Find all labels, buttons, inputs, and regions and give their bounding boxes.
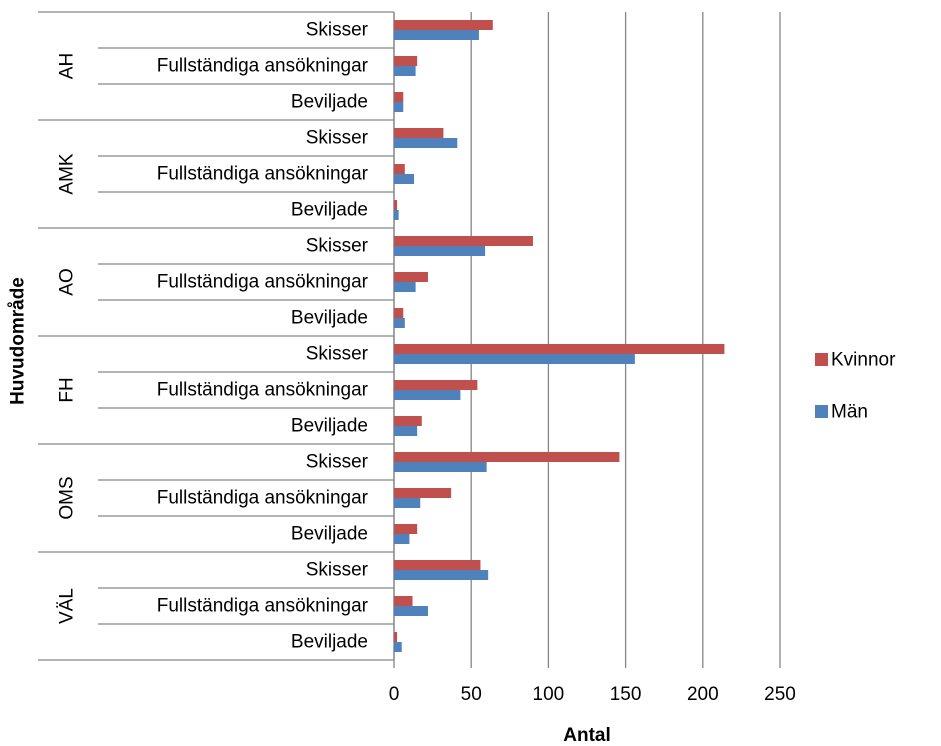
bar-kvinnor	[394, 416, 422, 426]
subcategory-label: Skisser	[306, 128, 369, 149]
bar-kvinnor	[394, 380, 478, 390]
group-label: FH	[57, 377, 78, 402]
bar-kvinnor	[394, 488, 452, 498]
subcategory-label: Fullständiga ansökningar	[157, 56, 369, 77]
bar-kvinnor	[394, 452, 620, 462]
subcategory-label: Fullständiga ansökningar	[157, 164, 369, 185]
category-axis: AH Skisser Fullständiga ansökningar Bevilja…	[38, 11, 395, 661]
bar-kvinnor	[394, 596, 413, 606]
bar-kvinnor	[394, 164, 405, 174]
subcategory-label: Beviljade	[291, 632, 368, 653]
x-axis-title: Antal	[563, 725, 611, 746]
bar-kvinnor	[394, 92, 404, 102]
bar-kvinnor	[394, 56, 418, 66]
subcategory-label: Skisser	[306, 344, 369, 365]
legend-label: Män	[831, 402, 868, 423]
bar-man	[394, 30, 479, 40]
subcategory-label: Fullständiga ansökningar	[157, 596, 369, 617]
x-tick-labels: 0 50 100 150 200 250	[389, 684, 796, 705]
legend-swatch	[815, 405, 828, 418]
x-tick-label: 250	[764, 684, 796, 705]
bar-man	[394, 354, 635, 364]
bar-kvinnor	[394, 308, 404, 318]
bar-kvinnor	[394, 632, 398, 642]
subcategory-label: Skisser	[306, 236, 369, 257]
bar-man	[394, 534, 410, 544]
group-label: AH	[57, 53, 78, 79]
bar-kvinnor	[394, 560, 481, 570]
subcategory-label: Beviljade	[291, 524, 368, 545]
bar-man	[394, 246, 486, 256]
subcategory-label: Beviljade	[291, 308, 368, 329]
bar-kvinnor	[394, 128, 444, 138]
bar-kvinnor	[394, 20, 493, 30]
bar-man	[394, 318, 405, 328]
x-tick-label: 150	[610, 684, 642, 705]
subcategory-label: Fullständiga ansökningar	[157, 488, 369, 509]
bar-man	[394, 426, 418, 436]
legend: Kvinnor Män	[815, 350, 896, 423]
bar-kvinnor	[394, 236, 533, 246]
bar-man	[394, 102, 404, 112]
x-tick-label: 0	[389, 684, 400, 705]
bar-man	[394, 642, 402, 652]
bar-man	[394, 570, 489, 580]
subcategory-label: Fullständiga ansökningar	[157, 272, 369, 293]
bar-man	[394, 498, 421, 508]
group-label: VÄL	[57, 588, 78, 624]
bar-man	[394, 606, 428, 616]
bar-kvinnor	[394, 524, 418, 534]
bars	[394, 20, 725, 652]
bar-man	[394, 66, 416, 76]
bar-man	[394, 462, 487, 472]
subcategory-label: Beviljade	[291, 200, 368, 221]
bar-kvinnor	[394, 344, 725, 354]
subcategory-label: Skisser	[306, 452, 369, 473]
subcategory-label: Beviljade	[291, 92, 368, 113]
legend-swatch	[815, 353, 828, 366]
legend-label: Kvinnor	[831, 350, 896, 371]
group-label: AMK	[57, 153, 78, 195]
bar-man	[394, 390, 461, 400]
subcategory-label: Skisser	[306, 20, 369, 41]
bar-man	[394, 138, 458, 148]
bar-kvinnor	[394, 272, 428, 282]
subcategory-label: Skisser	[306, 560, 369, 581]
bar-man	[394, 174, 415, 184]
x-tick-label: 50	[461, 684, 482, 705]
y-axis-title: Huvudområde	[8, 277, 29, 405]
bar-kvinnor	[394, 200, 398, 210]
x-tick-label: 200	[687, 684, 719, 705]
group-label: AO	[57, 268, 78, 295]
group-label: OMS	[57, 476, 78, 519]
bar-man	[394, 210, 399, 220]
subcategory-label: Beviljade	[291, 416, 368, 437]
subcategory-label: Fullständiga ansökningar	[157, 380, 369, 401]
x-tick-label: 100	[533, 684, 565, 705]
bar-man	[394, 282, 416, 292]
